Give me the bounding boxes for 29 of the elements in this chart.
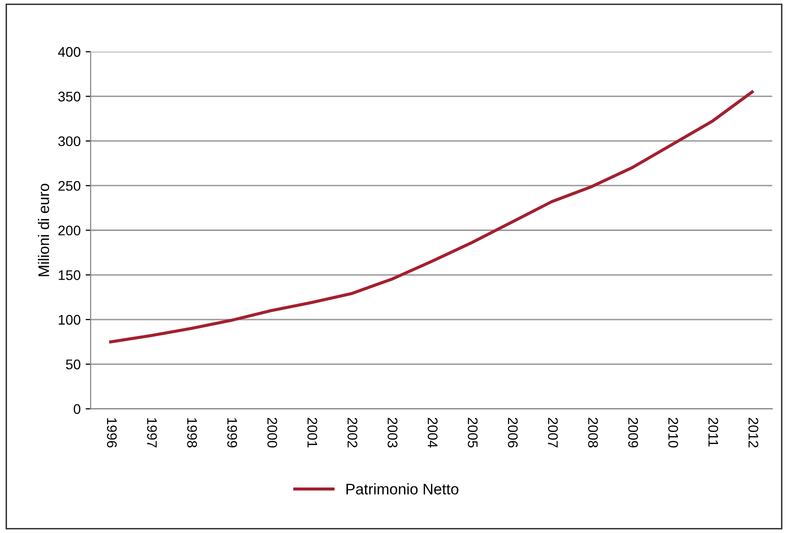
x-tick-label: 2011 <box>708 418 718 446</box>
x-tick-label: 2007 <box>548 418 558 448</box>
y-tick-label: 350 <box>58 92 80 102</box>
x-tick-label: 2003 <box>388 418 398 448</box>
x-tick-label: 1996 <box>106 418 117 448</box>
x-tick-label: 2001 <box>307 418 318 448</box>
y-tick-label: 200 <box>58 226 80 236</box>
y-axis-title: Milioni di euro <box>38 184 50 276</box>
y-tick-label: 50 <box>66 360 80 370</box>
x-tick-label: 2008 <box>588 418 598 448</box>
y-tick-label: 250 <box>58 180 80 191</box>
x-tick-label: 2002 <box>348 418 358 448</box>
x-tick-label: 2005 <box>468 418 478 448</box>
x-tick-label: 1997 <box>147 418 157 448</box>
line-series <box>109 90 754 344</box>
y-tick-label: 0 <box>74 404 80 414</box>
x-tick-label: 2009 <box>628 418 638 448</box>
x-tick-label: 2000 <box>267 418 278 448</box>
x-tick-label: 1998 <box>187 418 197 448</box>
y-tick-label: 100 <box>58 314 80 325</box>
x-tick-label: 1999 <box>227 418 238 448</box>
y-tick-label: 150 <box>58 270 80 280</box>
x-tick-label: 2012 <box>748 418 758 448</box>
x-tick-label: 2010 <box>668 418 678 448</box>
x-tick-label: 2006 <box>508 418 518 448</box>
x-tick-label: 2004 <box>428 418 438 448</box>
legend-label: Patrimonio Netto <box>346 483 458 494</box>
y-tick-label: 400 <box>58 47 80 57</box>
y-tick-label: 300 <box>58 136 80 146</box>
